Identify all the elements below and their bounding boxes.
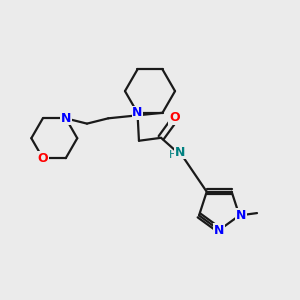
Text: N: N bbox=[214, 224, 224, 237]
Text: O: O bbox=[169, 111, 180, 124]
Text: N: N bbox=[61, 112, 71, 125]
Text: O: O bbox=[38, 152, 48, 165]
Text: N: N bbox=[132, 106, 143, 119]
Text: N: N bbox=[175, 146, 185, 159]
Text: N: N bbox=[236, 209, 246, 222]
Text: H: H bbox=[169, 150, 178, 160]
